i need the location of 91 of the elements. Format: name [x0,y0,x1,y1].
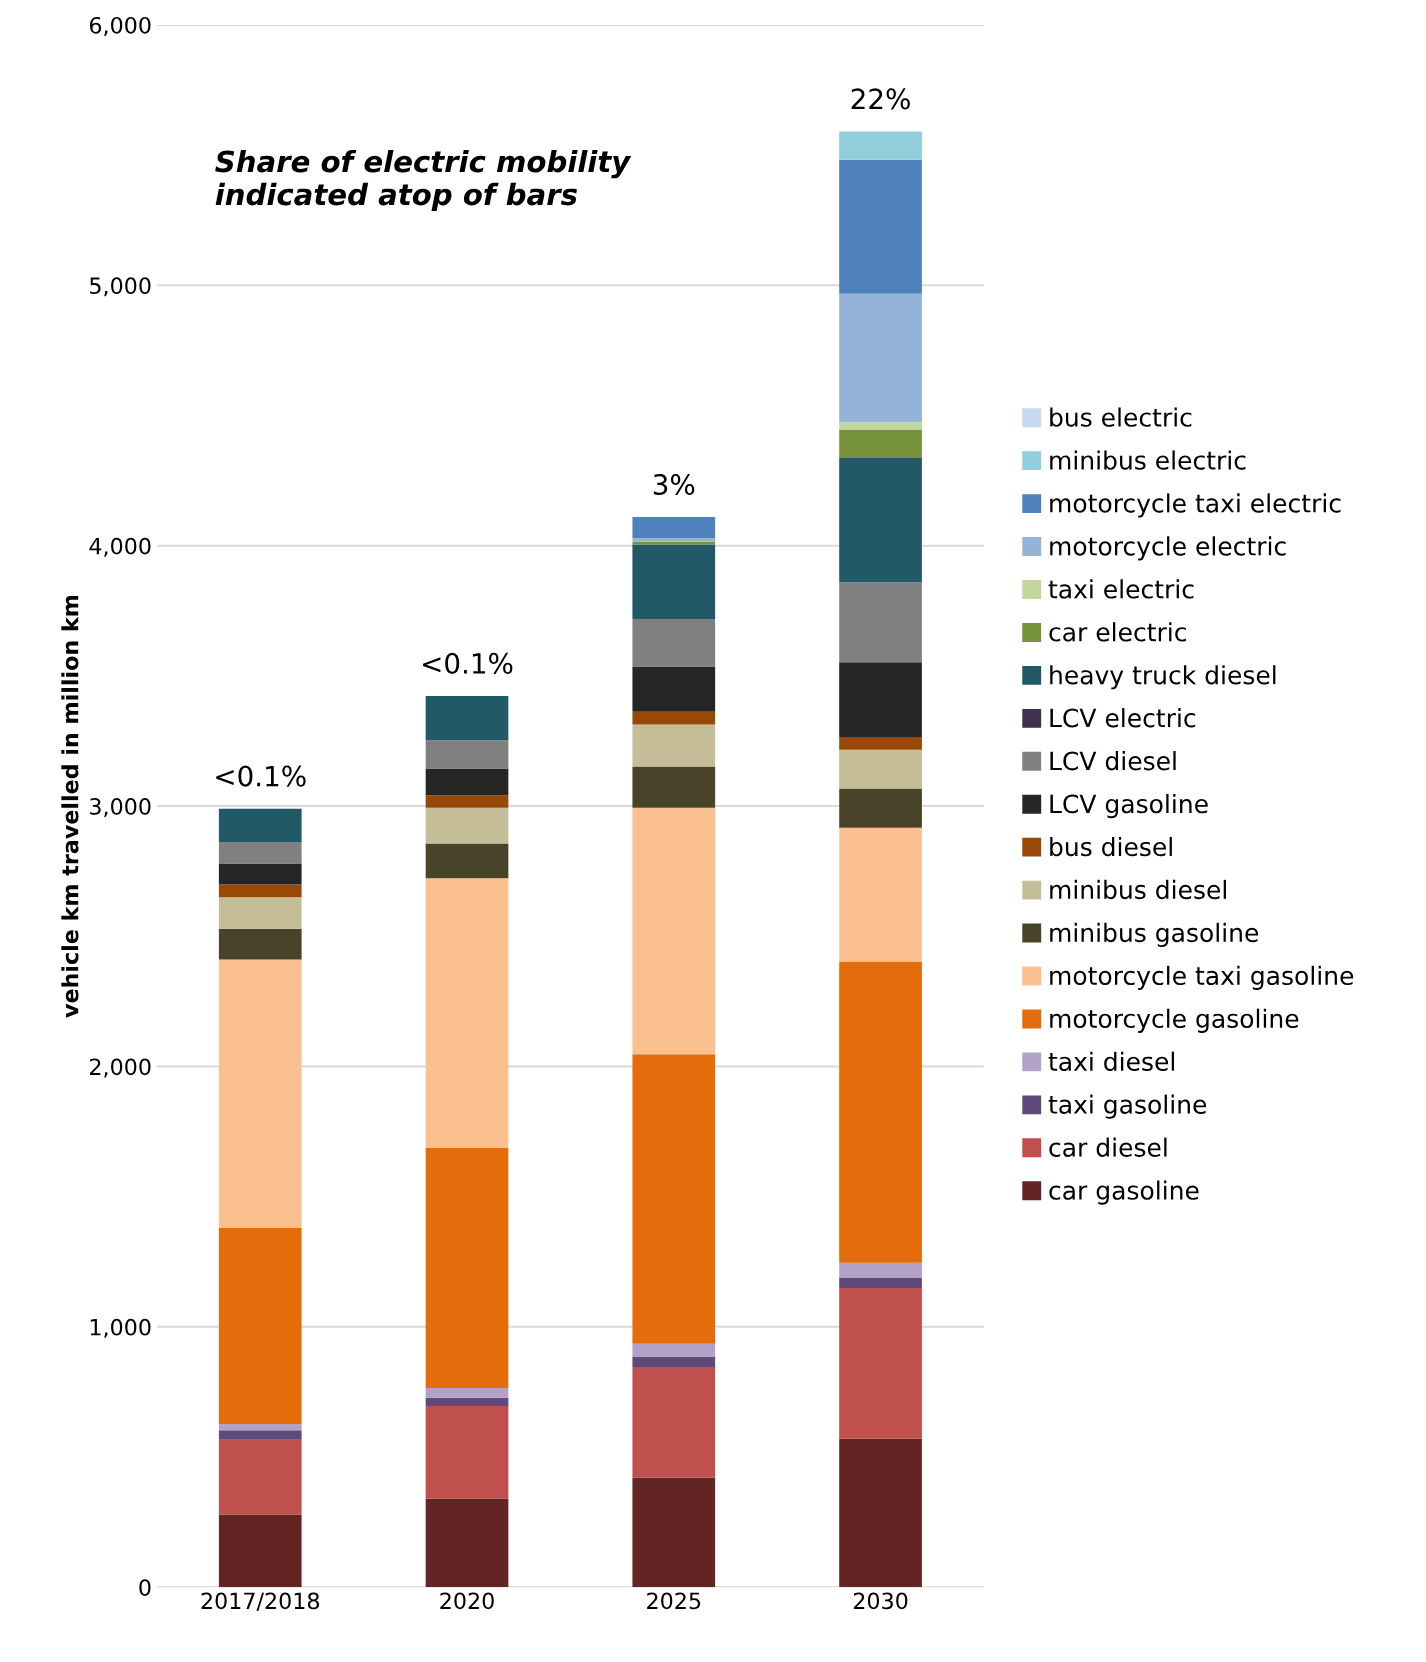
bar [425,807,509,844]
bar [839,662,922,738]
bar [632,1366,716,1478]
bar [632,766,716,808]
legend-label: minibus electric [1050,450,1246,470]
y-tick-label: 6,000 [89,16,151,36]
legend-label: heavy truck diesel [1050,665,1276,690]
bar [839,737,922,750]
bar [425,878,509,1148]
bar [632,1343,716,1357]
legend-label: bus diesel [1050,836,1172,857]
bar [218,1423,302,1431]
bar [425,843,509,879]
bar [839,429,922,458]
annotation: 3% [653,473,695,495]
y-tick-label: 1,000 [90,1318,151,1338]
bar [218,928,302,960]
legend-label: car electric [1049,622,1186,642]
bar [218,884,302,898]
bar [425,1498,509,1588]
bar [218,1439,302,1515]
y-tick-label: 5,000 [90,277,151,297]
y-axis-title: vehicle km travelled in million km [61,595,79,1018]
annotation: <0.1% [216,765,306,787]
legend-label: motorcycle electric [1050,536,1286,561]
bar [632,807,716,1055]
x-tick-label: 2025 [647,1592,701,1610]
bar [839,749,922,789]
x-tick-label: 2017/2018 [201,1592,320,1612]
bar [218,1227,302,1424]
bar [218,863,302,885]
annotation: 22% [851,88,910,110]
bar [425,1397,509,1406]
bar [218,1514,302,1588]
bar [839,961,922,1263]
bar [632,1054,716,1344]
legend-label: LCV electric [1050,708,1196,728]
bar [839,582,922,663]
bar [425,695,509,741]
bar [632,1477,716,1588]
bar [632,619,716,667]
bar [839,457,922,583]
legend-label: taxi diesel [1048,1051,1174,1071]
bar [218,1430,302,1440]
bar [425,795,509,808]
bar [632,666,716,712]
y-tick-label: 4,000 [89,537,151,557]
bar [632,517,716,538]
bar [425,1405,509,1499]
bar [425,740,509,769]
legend-label: bus electric [1050,407,1192,427]
bar [632,711,716,725]
bar [839,159,922,294]
bar [839,131,922,160]
bar [839,827,922,962]
bar [839,1262,922,1278]
bar [425,1147,509,1389]
bar [839,293,922,423]
bar [218,897,302,929]
legend-label: LCV diesel [1050,751,1176,771]
y-tick-label: 2,000 [90,1058,151,1078]
bar [425,768,509,796]
annotation: Share of electric mobility indicated atop of bars [215,149,632,212]
legend-label: taxi gasoline [1048,1094,1207,1119]
bar [839,422,922,430]
bar [839,1288,922,1439]
bar [839,1277,922,1289]
bar [632,544,716,620]
y-tick-label: 0 [139,1579,151,1596]
legend-label: minibus diesel [1050,879,1226,900]
bar [632,537,716,542]
legend-label: motorcycle gasoline [1050,1008,1299,1033]
bar [425,1388,509,1398]
bar [218,842,302,864]
legend-label: LCV gasoline [1050,793,1208,819]
legend-label: minibus gasoline [1050,922,1259,947]
legend-label: car diesel [1049,1137,1167,1157]
annotation: <0.1% [423,652,513,674]
bar [632,724,716,767]
bar [632,1356,716,1367]
bar [218,959,302,1228]
legend-label: motorcycle taxi electric [1050,493,1341,518]
legend-label: taxi electric [1048,579,1194,599]
y-tick-label: 3,000 [90,798,151,818]
bar [218,808,302,843]
bar [839,1438,922,1588]
legend-label: car gasoline [1049,1180,1199,1205]
x-tick-label: 2030 [853,1592,908,1610]
x-tick-label: 2020 [440,1592,494,1610]
legend-label: motorcycle taxi gasoline [1050,965,1354,990]
bar [839,788,922,828]
